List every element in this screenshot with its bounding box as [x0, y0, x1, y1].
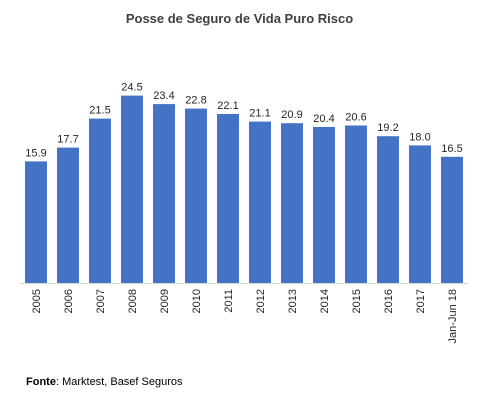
data-label: 23.4	[153, 90, 174, 102]
x-tick-label: 2007	[95, 289, 107, 313]
bar-2006	[57, 147, 79, 283]
data-label: 19.2	[377, 122, 398, 134]
x-tick-label: 2010	[191, 289, 203, 313]
data-labels-group: 15.9 17.7 21.5 24.5 23.4 22.8 22.1 21.1 20.9 20.4…	[25, 82, 462, 160]
data-label: 20.6	[345, 112, 366, 124]
x-tick-label: Jan-Jun 18	[447, 289, 459, 343]
data-label: 16.5	[441, 143, 462, 155]
source-text: : Marktest, Basef Seguros	[55, 376, 183, 388]
x-tick-label: 2008	[127, 289, 139, 313]
x-tick-label: 2011	[223, 289, 235, 313]
bars-group	[25, 95, 463, 283]
data-label: 18.0	[409, 131, 430, 143]
data-label: 21.1	[249, 108, 270, 120]
bar-2016	[377, 136, 399, 283]
data-label: 20.4	[313, 113, 334, 125]
x-tick-label: 2016	[383, 289, 395, 313]
x-tick-label: 2005	[31, 289, 43, 313]
source-note: Fonte: Marktest, Basef Seguros	[26, 376, 183, 388]
bar-2008	[121, 95, 143, 283]
bar-2013	[281, 123, 303, 283]
x-tick-label: 2013	[287, 289, 299, 313]
bar-2012	[249, 121, 271, 283]
data-label: 24.5	[121, 82, 142, 94]
bar-2005	[25, 161, 47, 283]
x-tick-label: 2006	[63, 289, 75, 313]
x-tick-label: 2015	[351, 289, 363, 313]
x-tick-label: 2014	[319, 289, 331, 313]
data-label: 15.9	[25, 147, 46, 159]
x-tick-label: 2012	[255, 289, 267, 313]
bar-2009	[153, 104, 175, 283]
data-label: 20.9	[281, 109, 302, 121]
source-label: Fonte	[26, 376, 56, 388]
bar-2014	[313, 127, 335, 283]
bar-2015	[345, 125, 367, 283]
bar-jan-jun-18	[441, 156, 463, 283]
bar-2017	[409, 145, 431, 283]
x-tick-label: 2017	[415, 289, 427, 313]
data-label: 21.5	[89, 105, 110, 117]
bar-2010	[185, 108, 207, 283]
data-label: 17.7	[57, 134, 78, 146]
chart-title: Posse de Seguro de Vida Puro Risco	[126, 11, 353, 26]
x-tick-labels-group: 2005 2006 2007 2008 2009 2010 2011 2012 2013 2014…	[31, 289, 459, 343]
bar-2007	[89, 118, 111, 283]
x-tick-label: 2009	[159, 289, 171, 313]
data-label: 22.1	[217, 100, 238, 112]
data-label: 22.8	[185, 95, 206, 107]
bar-2011	[217, 114, 239, 283]
